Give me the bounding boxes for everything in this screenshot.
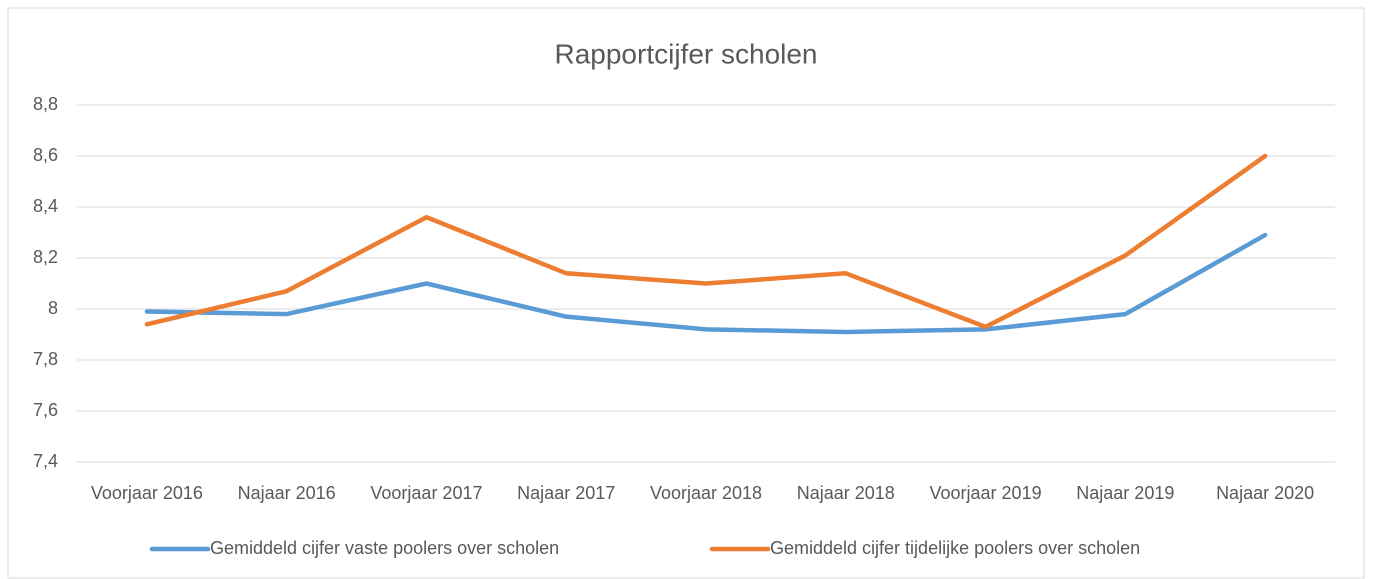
x-tick-label: Najaar 2019 — [1076, 483, 1174, 503]
y-tick-label: 7,6 — [33, 400, 58, 420]
y-tick-label: 8,4 — [33, 196, 58, 216]
series-line — [144, 232, 1268, 335]
x-tick-label: Najaar 2020 — [1216, 483, 1314, 503]
y-tick-label: 7,4 — [33, 451, 58, 471]
y-tick-label: 8,8 — [33, 94, 58, 114]
x-tick-label: Voorjaar 2016 — [91, 483, 203, 503]
x-tick-label: Voorjaar 2018 — [650, 483, 762, 503]
chart-title: Rapportcijfer scholen — [554, 38, 817, 69]
chart-frame — [7, 7, 1365, 579]
x-tick-label: Voorjaar 2019 — [930, 483, 1042, 503]
y-tick-label: 8,6 — [33, 145, 58, 165]
x-tick-label: Najaar 2018 — [797, 483, 895, 503]
legend-label: Gemiddeld cijfer tijdelijke poolers over… — [770, 538, 1140, 558]
series-line — [144, 153, 1268, 330]
x-tick-label: Najaar 2016 — [238, 483, 336, 503]
y-tick-label: 8,2 — [33, 247, 58, 267]
x-tick-label: Voorjaar 2017 — [370, 483, 482, 503]
legend-label: Gemiddeld cijfer vaste poolers over scho… — [210, 538, 559, 558]
y-tick-label: 8 — [48, 298, 58, 318]
y-tick-label: 7,8 — [33, 349, 58, 369]
x-tick-label: Najaar 2017 — [517, 483, 615, 503]
